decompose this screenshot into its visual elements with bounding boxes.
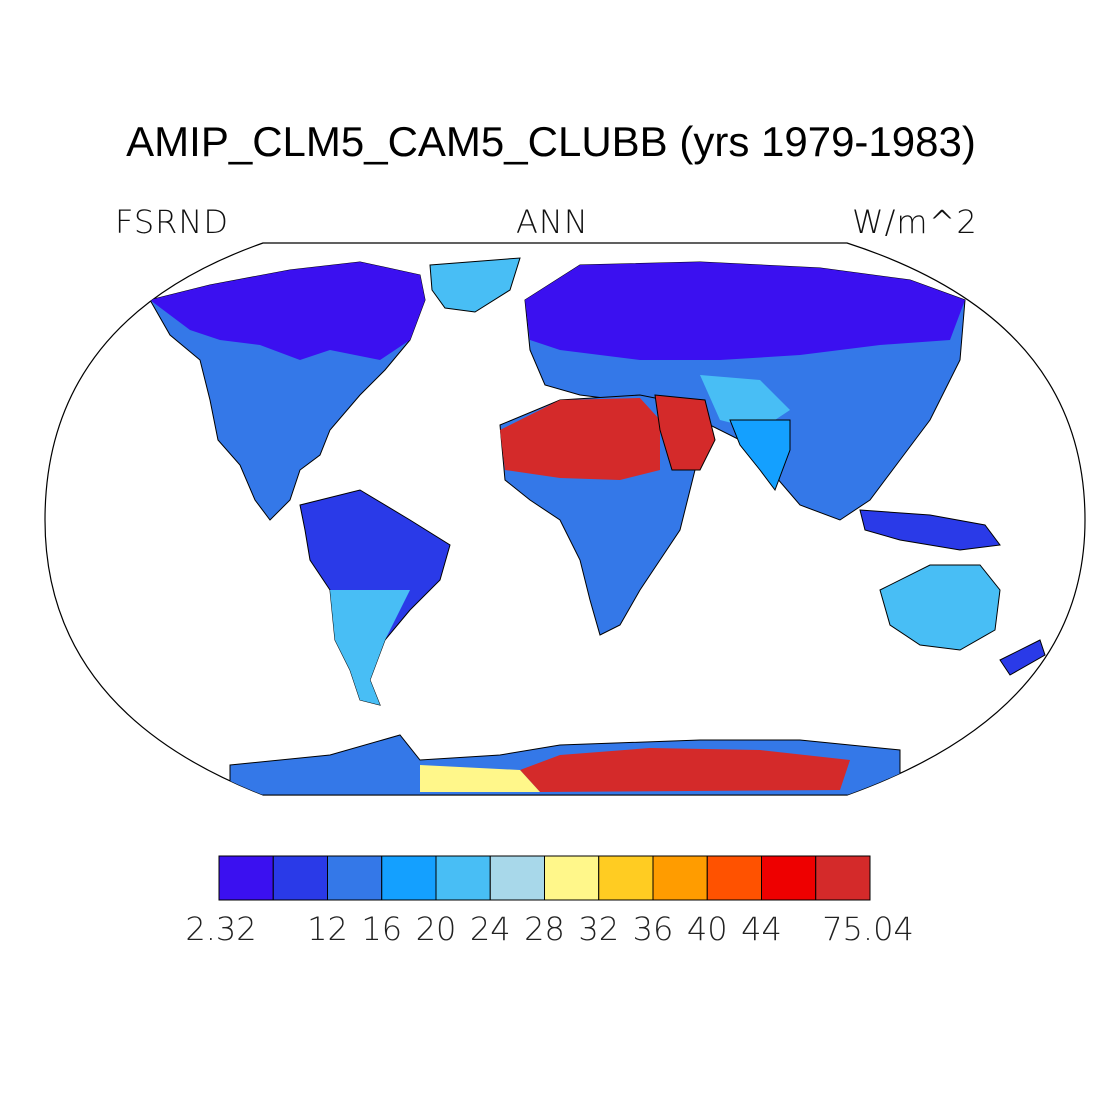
colorbar-swatch — [435, 855, 491, 901]
antarctica-mid — [420, 765, 540, 792]
colorbar-tick-label: 24 — [470, 910, 511, 948]
colorbar-swatch — [544, 855, 600, 901]
arabia-region — [654, 394, 716, 471]
colorbar-tick-label: 12 — [307, 910, 348, 948]
units-label: W/m^2 — [852, 203, 978, 241]
colorbar-swatch — [381, 855, 437, 901]
colorbar-tick-label: 32 — [578, 910, 619, 948]
colorbar-swatch — [218, 855, 274, 901]
australia-region — [879, 564, 1001, 651]
siberia-region — [525, 262, 965, 360]
canada-region — [150, 262, 425, 360]
greenland-region — [429, 257, 521, 313]
colorbar-tick-label: 44 — [741, 910, 782, 948]
season-label: ANN — [516, 203, 589, 241]
colorbar-swatch — [598, 855, 654, 901]
colorbar-tick-label: 28 — [524, 910, 565, 948]
colorbar-tick-label: 75.04 — [822, 910, 914, 948]
colorbar-swatch — [272, 855, 328, 901]
colorbar-swatch — [327, 855, 383, 901]
plot-title: AMIP_CLM5_CAM5_CLUBB (yrs 1979-1983) — [126, 118, 976, 165]
south-america-south-region — [330, 590, 410, 705]
colorbar-tick-label: 36 — [633, 910, 674, 948]
central-asia-highlight — [700, 375, 790, 430]
colorbar-swatch — [706, 855, 762, 901]
colorbar-tick-label: 16 — [361, 910, 402, 948]
new-zealand-region — [999, 639, 1046, 676]
colorbar-tick-label: 2.32 — [185, 910, 256, 948]
antarctica-east-high — [520, 748, 850, 792]
colorbar-swatch — [815, 855, 871, 901]
colorbar-swatch — [489, 855, 545, 901]
colorbar-swatch — [652, 855, 708, 901]
indonesia-region — [859, 509, 1001, 551]
colorbar-swatch — [761, 855, 817, 901]
colorbar-tick-label: 20 — [416, 910, 457, 948]
colorbar-tick-label: 40 — [687, 910, 728, 948]
sahara-region — [500, 398, 660, 480]
india-region — [729, 419, 791, 492]
variable-label: FSRND — [115, 203, 229, 241]
